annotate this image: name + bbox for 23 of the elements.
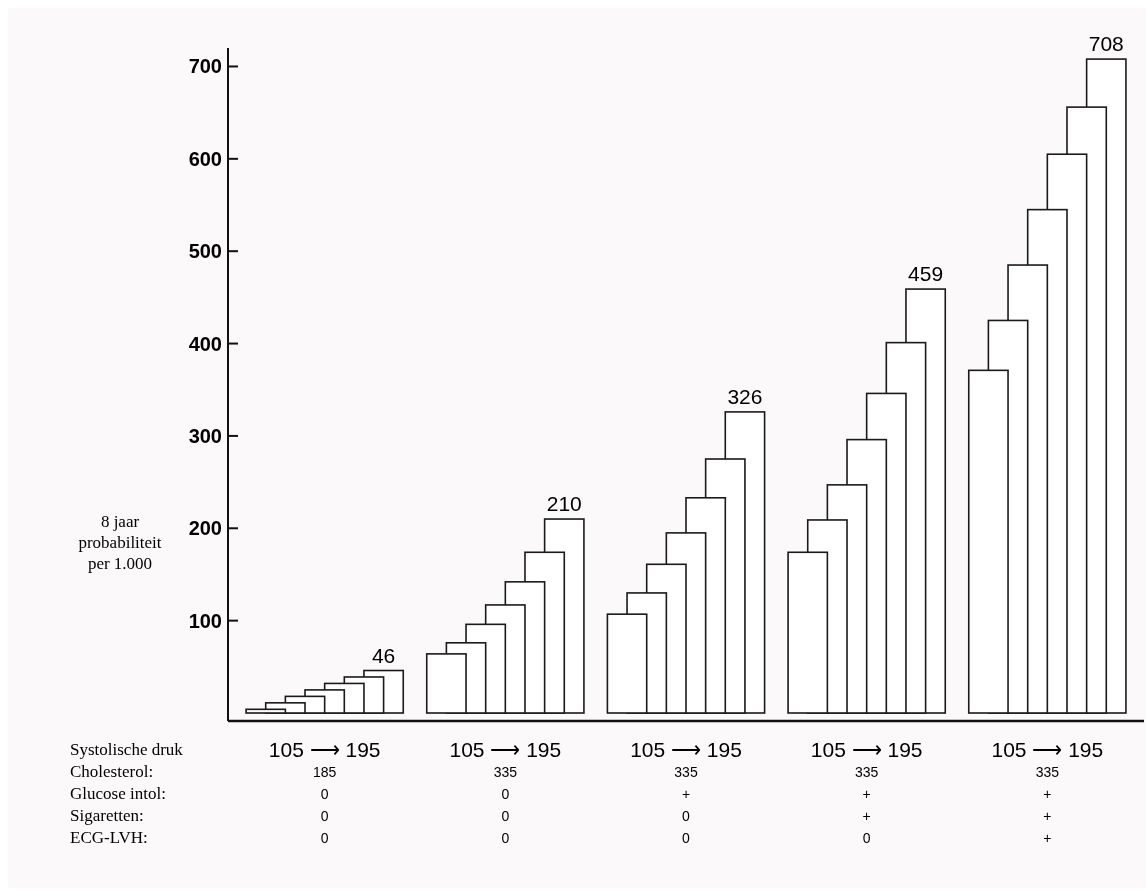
x-tick-label: 105 ⟶ 195 335 + + + (991, 738, 1104, 846)
x-tick-label: 105 ⟶ 195 335 0 0 0 (449, 738, 562, 846)
y-tick-label: 300 (188, 424, 222, 447)
y-tick-label: 600 (188, 147, 222, 170)
data-label: 46 (371, 643, 396, 667)
y-tick-label: 400 (188, 332, 222, 355)
x-tick-label: 105 ⟶ 195 335 + 0 0 (630, 738, 742, 846)
data-label: 708 (1088, 32, 1124, 56)
text: Cholesterol: (70, 762, 154, 781)
x-tick-label: 105 ⟶ 195 185 0 0 0 (268, 738, 381, 846)
text: ECG-LVH: (70, 828, 148, 847)
x-tick-label: 105 ⟶ 195 335 + + 0 (810, 738, 923, 846)
y-tick-label: 200 (188, 517, 222, 540)
y-tick-label: 700 (188, 55, 222, 78)
data-label: 210 (546, 492, 582, 516)
text: Systolische druk (70, 740, 184, 759)
y-tick-label: 500 (188, 240, 222, 263)
data-label: 459 (908, 262, 944, 286)
data-label: 326 (727, 384, 763, 408)
y-axis-title: 8 jaar probabiliteit per 1.000 (78, 511, 162, 573)
y-tick-label: 100 (188, 609, 222, 632)
text: Glucose intol: (70, 784, 166, 803)
text: Sigaretten: (70, 806, 144, 825)
